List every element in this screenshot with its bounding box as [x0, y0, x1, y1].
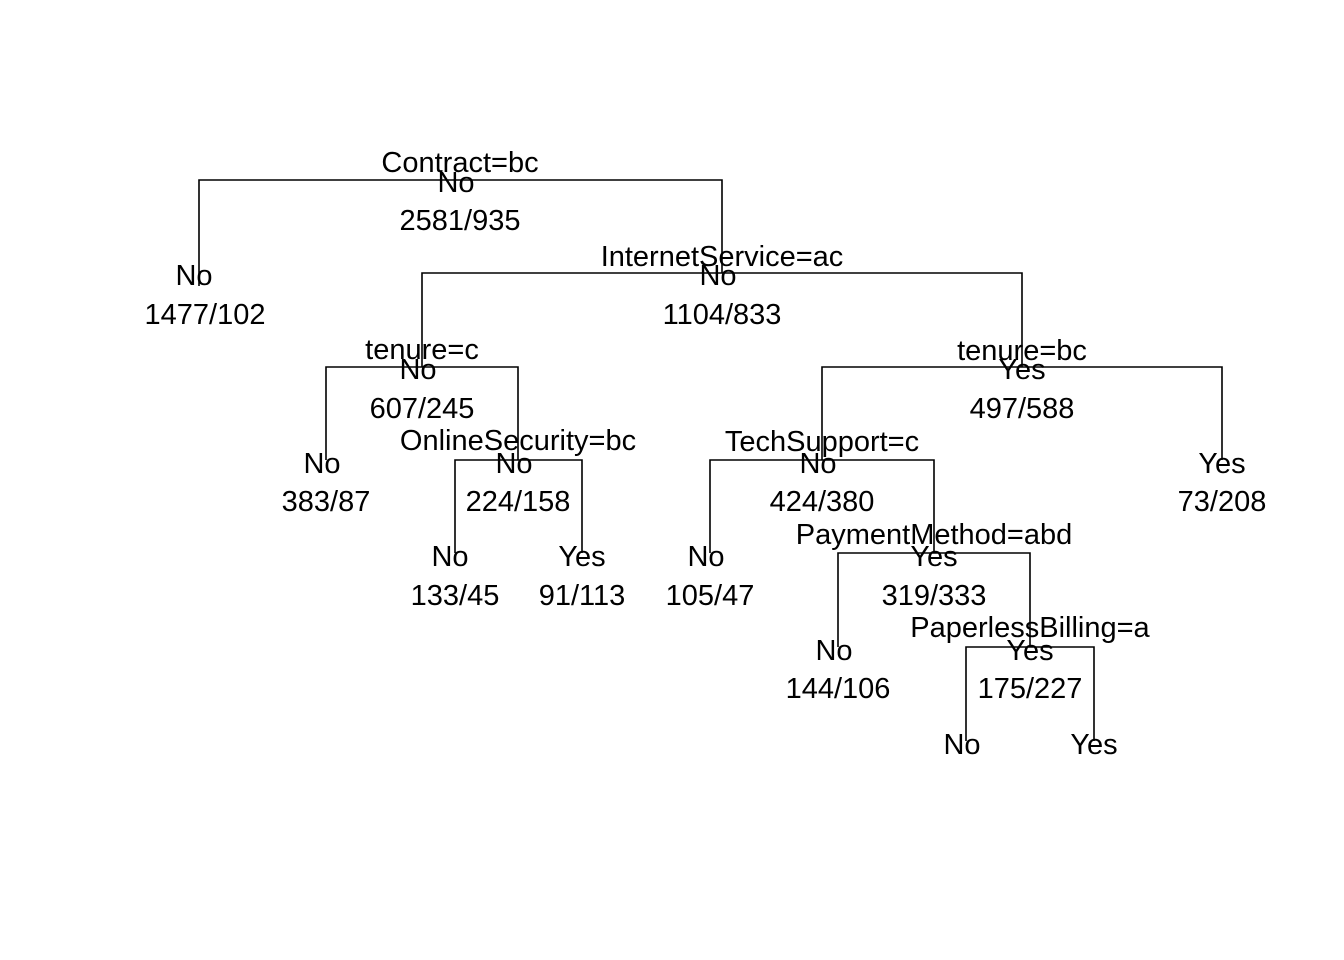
- class-label: No: [175, 260, 212, 292]
- counts-label: 73/208: [1178, 486, 1267, 518]
- class-label: No: [799, 448, 836, 480]
- counts-label: 133/45: [411, 580, 500, 612]
- split-label: OnlineSecurity=bc: [400, 425, 636, 457]
- counts-label: 224/158: [466, 486, 571, 518]
- node-paymentmethod: PaymentMethod=abd Yes 319/333: [796, 519, 1073, 612]
- split-label: TechSupport=c: [725, 426, 919, 458]
- node-tenure-bc: tenure=bc Yes 497/588: [957, 335, 1087, 425]
- class-label: Yes: [910, 541, 957, 573]
- node-leaf-onlinesecurity-left: No 133/45: [411, 541, 500, 612]
- class-label: No: [437, 167, 474, 199]
- split-label: PaperlessBilling=a: [910, 612, 1150, 644]
- node-onlinesecurity: OnlineSecurity=bc No 224/158: [400, 425, 636, 518]
- node-leaf-paperlessbilling-left: No: [943, 729, 980, 761]
- class-label: Yes: [1070, 729, 1117, 761]
- split-label: tenure=c: [365, 334, 479, 366]
- node-leaf-tenure-c-left: No 383/87: [282, 448, 371, 518]
- edge-paperlessbilling: [965, 646, 1095, 741]
- node-leaf-contract-left: No 1477/102: [145, 260, 266, 331]
- split-label: tenure=bc: [957, 335, 1087, 367]
- counts-label: 1104/833: [663, 299, 782, 331]
- node-leaf-tenure-bc-right: Yes 73/208: [1178, 448, 1267, 518]
- counts-label: 424/380: [770, 486, 875, 518]
- counts-label: 607/245: [370, 393, 475, 425]
- class-label: No: [815, 635, 852, 667]
- class-label: No: [687, 541, 724, 573]
- edge-onlinesecurity: [454, 459, 583, 553]
- edge-root: [198, 179, 723, 286]
- counts-label: 105/47: [666, 580, 755, 612]
- node-internetservice: InternetService=ac No 1104/833: [601, 241, 844, 331]
- tree-edges: [198, 179, 1223, 741]
- node-leaf-paperlessbilling-right: Yes: [1070, 729, 1117, 761]
- counts-label: 1477/102: [145, 299, 266, 331]
- node-tenure-c: tenure=c No 607/245: [365, 334, 479, 425]
- counts-label: 319/333: [882, 580, 987, 612]
- node-root: Contract=bc No 2581/935: [381, 147, 538, 237]
- node-leaf-techsupport-left: No 105/47: [666, 541, 755, 612]
- counts-label: 91/113: [539, 580, 626, 612]
- node-techsupport: TechSupport=c No 424/380: [725, 426, 919, 518]
- class-label: No: [699, 260, 736, 292]
- counts-label: 2581/935: [400, 205, 521, 237]
- node-paperlessbilling: PaperlessBilling=a Yes 175/227: [910, 612, 1150, 705]
- split-label: PaymentMethod=abd: [796, 519, 1073, 551]
- class-label: Yes: [998, 354, 1045, 386]
- edge-internetservice: [421, 272, 1023, 367]
- edge-tenure-c: [325, 366, 519, 460]
- edge-tenure-bc: [821, 366, 1223, 460]
- class-label: Yes: [558, 541, 605, 573]
- counts-label: 175/227: [978, 673, 1083, 705]
- node-leaf-onlinesecurity-right: Yes 91/113: [539, 541, 626, 612]
- edge-paymentmethod: [837, 552, 1031, 647]
- counts-label: 144/106: [786, 673, 891, 705]
- class-label: No: [495, 448, 532, 480]
- class-label: No: [431, 541, 468, 573]
- split-label: Contract=bc: [381, 147, 538, 179]
- split-label: InternetService=ac: [601, 241, 844, 273]
- class-label: No: [399, 354, 436, 386]
- class-label: No: [303, 448, 340, 480]
- edge-techsupport: [709, 459, 935, 553]
- class-label: No: [943, 729, 980, 761]
- counts-label: 497/588: [970, 393, 1075, 425]
- class-label: Yes: [1198, 448, 1245, 480]
- class-label: Yes: [1006, 635, 1053, 667]
- counts-label: 383/87: [282, 486, 371, 518]
- node-leaf-paymentmethod-left: No 144/106: [786, 635, 891, 705]
